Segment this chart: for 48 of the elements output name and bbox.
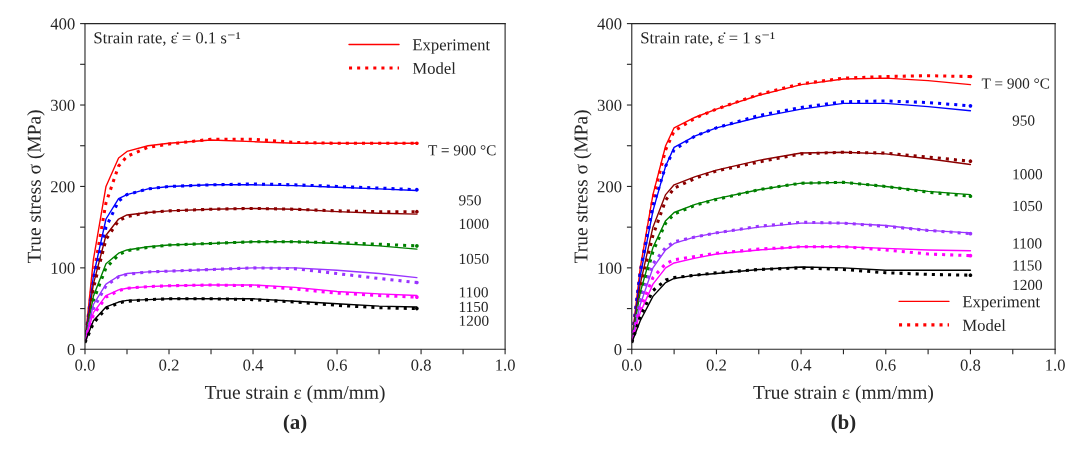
x-tick-label: 0.2 [706, 359, 726, 371]
y-tick-label: 200 [597, 181, 622, 193]
x-tick-label: 1.0 [1046, 359, 1065, 371]
y-tick-label: 400 [50, 18, 75, 30]
annotation: 1200 [459, 315, 489, 326]
annotation: 950 [459, 195, 481, 206]
y-tick-label: 0 [614, 343, 622, 356]
legend-label: Model [962, 319, 1006, 331]
y-tick-label: 100 [598, 262, 622, 274]
annotation: T = 900 °C [981, 78, 1050, 89]
text: (b) [831, 414, 856, 434]
x-tick-label: 0.0 [75, 359, 95, 371]
x-tick-label: 0.6 [327, 359, 347, 371]
x-tick-label: 0.4 [243, 359, 264, 371]
legend-label: Model [412, 62, 456, 74]
annotation: 1100 [1013, 238, 1042, 249]
annotation: T = 900 °C [428, 145, 496, 156]
y-axis-title: True stress σ (MPa) [27, 110, 45, 264]
x-axis-title: True strain ε (mm/mm) [204, 385, 385, 403]
annotation: 1150 [459, 301, 488, 313]
x-tick-label: 0.6 [875, 359, 896, 371]
y-tick-label: 400 [597, 18, 622, 30]
annotation: 950 [1012, 115, 1035, 126]
text: (a) [283, 414, 307, 434]
x-tick-label: 0.0 [622, 359, 642, 371]
annotation: 1150 [1013, 260, 1042, 271]
x-tick-label: 0.8 [960, 359, 981, 371]
chart-title: Strain rate, ε̇ = 0.1 s⁻¹ [94, 32, 241, 46]
y-tick-label: 0 [67, 343, 75, 356]
annotation: 1050 [459, 253, 489, 265]
legend-label: Experiment [412, 39, 491, 54]
annotation: 1000 [1013, 169, 1043, 180]
y-tick-label: 200 [51, 181, 75, 193]
annotation: 1050 [1013, 200, 1043, 212]
annotation: 1200 [1013, 279, 1043, 291]
x-tick-label: 0.8 [411, 359, 431, 371]
annotation: 1000 [459, 218, 489, 230]
x-tick-label: 1.0 [496, 359, 515, 371]
x-tick-label: 0.4 [791, 359, 812, 371]
y-tick-label: 100 [51, 262, 75, 274]
annotation: 1100 [459, 287, 488, 298]
y-axis-title: True stress σ (MPa) [573, 110, 592, 264]
y-tick-label: 300 [51, 99, 75, 111]
legend-label: Experiment [962, 296, 1041, 311]
x-tick-label: 0.2 [159, 359, 179, 371]
chart-title: Strain rate, ε̇ = 1 s⁻¹ [641, 32, 775, 46]
x-axis-title: True strain ε (mm/mm) [753, 385, 933, 403]
y-tick-label: 300 [597, 99, 622, 111]
